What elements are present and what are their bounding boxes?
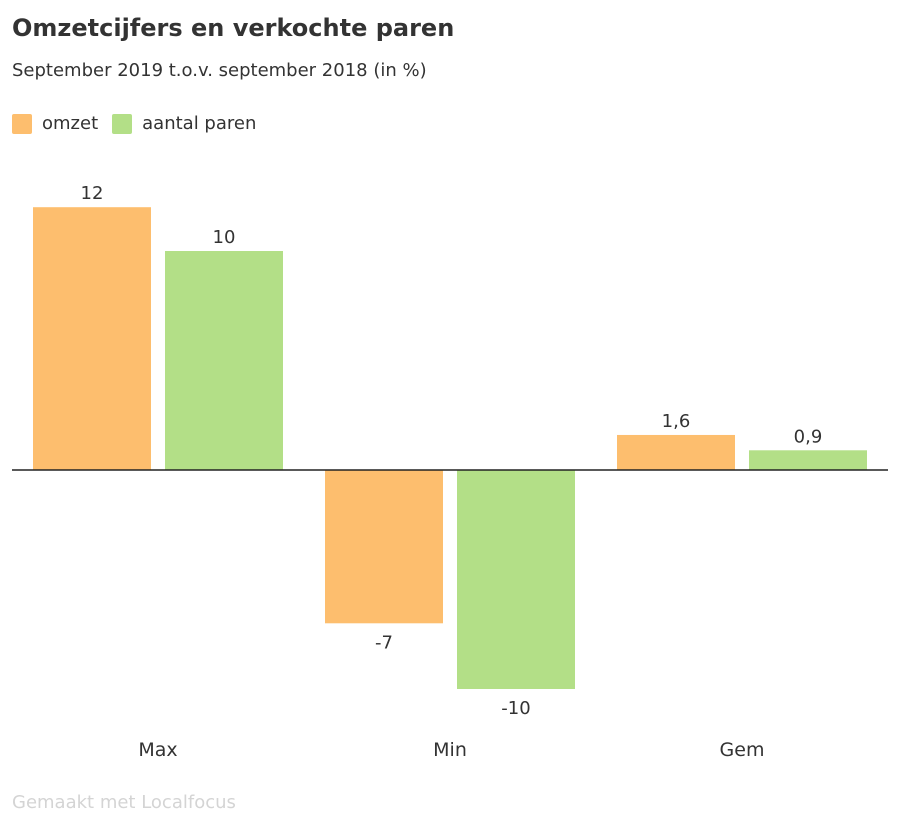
bar-aantal-paren-max[interactable] xyxy=(165,251,283,470)
bar-omzet-max[interactable] xyxy=(33,207,151,470)
category-label-max: Max xyxy=(138,739,177,761)
legend-swatch-aantal-paren xyxy=(112,113,133,134)
footer-credit[interactable]: Gemaakt met Localfocus xyxy=(12,792,236,813)
category-label-min: Min xyxy=(433,739,467,761)
data-label-aantal-paren-min: -10 xyxy=(501,698,530,719)
legend-item-aantal-paren: aantal paren xyxy=(112,113,256,134)
bar-aantal-paren-min[interactable] xyxy=(457,470,575,689)
data-label-aantal-paren-max: 10 xyxy=(213,227,236,248)
legend-swatch-omzet xyxy=(12,113,32,134)
bar-aantal-paren-gem[interactable] xyxy=(749,450,867,470)
data-label-omzet-gem: 1,6 xyxy=(662,411,691,432)
bar-omzet-gem[interactable] xyxy=(617,434,735,470)
legend-label-omzet: omzet xyxy=(42,113,99,134)
legend-item-omzet: omzet xyxy=(12,113,98,134)
data-label-aantal-paren-gem: 0,9 xyxy=(794,426,823,447)
chart-subtitle: September 2019 t.o.v. september 2018 (in… xyxy=(12,60,427,81)
data-label-omzet-max: 12 xyxy=(81,183,104,204)
chart-title: Omzetcijfers en verkochte paren xyxy=(12,14,455,42)
bar-omzet-min[interactable] xyxy=(325,470,443,624)
legend-label-aantal-paren: aantal paren xyxy=(142,113,257,134)
data-label-omzet-min: -7 xyxy=(375,632,393,653)
category-label-gem: Gem xyxy=(720,739,765,761)
legend: omzet aantal paren xyxy=(12,113,270,134)
